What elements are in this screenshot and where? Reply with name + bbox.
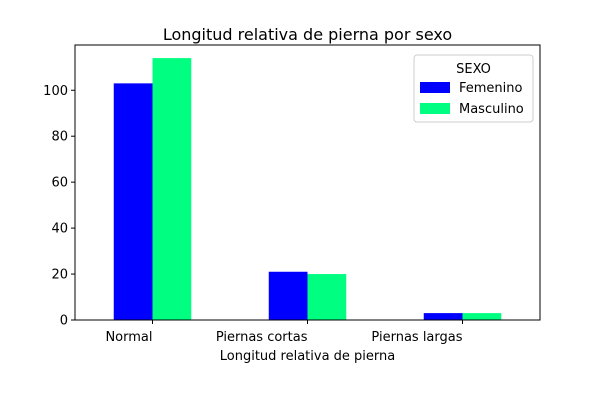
plot-frame [74, 44, 541, 321]
bar-masculino-3 [462, 313, 502, 320]
bar-femenino-2 [268, 271, 308, 320]
x-tick-label: Normal [105, 330, 152, 345]
legend-swatch-femenino [420, 82, 450, 93]
legend-swatch-masculino [420, 103, 450, 114]
y-axis: 0 20 40 60 80 100 [43, 84, 75, 329]
bars-group [113, 58, 502, 320]
x-axis-label: Longitud relativa de pierna [220, 349, 396, 364]
legend-label-masculino: Masculino [459, 102, 524, 117]
x-tick-label: Piernas cortas [216, 330, 308, 345]
y-tick-label: 60 [51, 176, 68, 191]
bar-masculino-2 [307, 274, 347, 320]
bar-masculino-1 [152, 58, 192, 320]
chart-title: Longitud relativa de pierna por sexo [163, 25, 452, 44]
y-tick-label: 80 [51, 130, 68, 145]
bar-femenino-3 [423, 313, 463, 320]
legend: SEXO Femenino Masculino [413, 54, 534, 123]
x-tick-label: Piernas largas [371, 330, 462, 345]
y-tick-label: 20 [51, 268, 68, 283]
y-tick-label: 0 [60, 314, 68, 329]
y-tick-label: 40 [51, 222, 68, 237]
bar-femenino-1 [113, 83, 153, 320]
y-tick-label: 100 [43, 84, 68, 99]
x-axis: Normal Piernas cortas Piernas largas [105, 320, 463, 345]
legend-label-femenino: Femenino [459, 81, 523, 96]
legend-title: SEXO [456, 62, 491, 77]
